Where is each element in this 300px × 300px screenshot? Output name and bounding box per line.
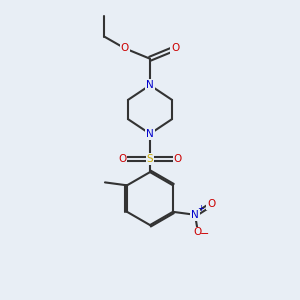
Text: N: N <box>146 80 154 90</box>
Text: O: O <box>174 154 182 164</box>
Text: S: S <box>147 154 153 164</box>
Text: O: O <box>121 44 129 53</box>
Text: N: N <box>146 129 154 139</box>
Text: O: O <box>194 227 202 237</box>
Text: O: O <box>207 200 215 209</box>
Text: O: O <box>118 154 126 164</box>
Text: −: − <box>200 229 209 239</box>
Text: +: + <box>197 204 204 213</box>
Text: O: O <box>171 44 179 53</box>
Text: N: N <box>191 210 199 220</box>
